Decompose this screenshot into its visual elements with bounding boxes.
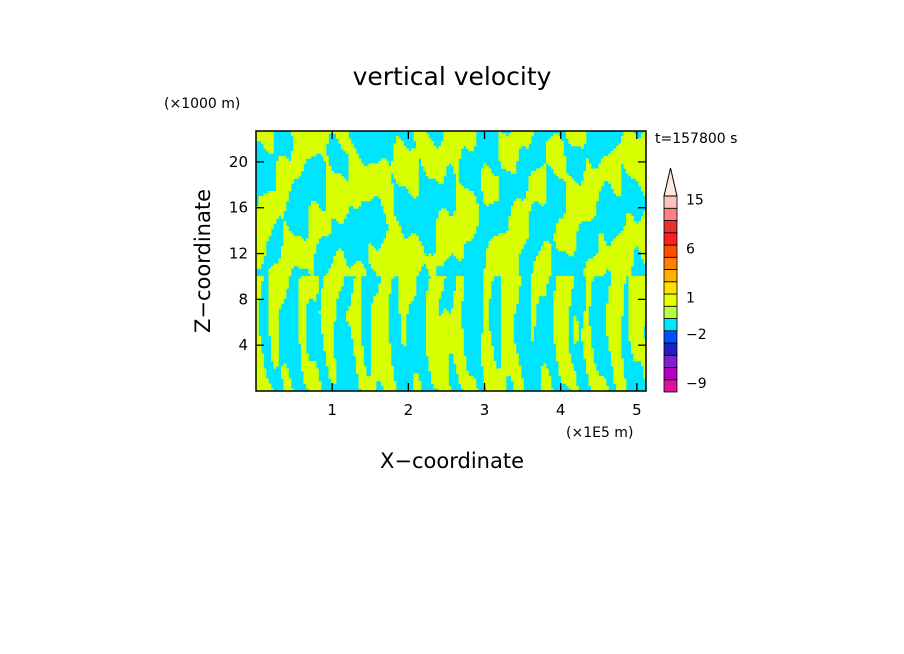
- y-tick-label: 4: [238, 336, 248, 354]
- colorbar-segment: [663, 269, 678, 283]
- x-tick-label: 1: [327, 401, 337, 419]
- colorbar-segment: [663, 244, 678, 258]
- colorbar-segment: [663, 232, 678, 246]
- colorbar-tick-label: 15: [686, 192, 704, 208]
- y-tick-label: 16: [229, 199, 248, 217]
- colorbar: −9 −2 1 6 15: [663, 167, 707, 393]
- colorbar-segment: [663, 281, 678, 295]
- time-label: t=157800 s: [655, 131, 737, 147]
- colorbar-segment: [663, 305, 678, 319]
- x-tick-label: 5: [632, 401, 642, 419]
- colorbar-segment: [663, 379, 678, 393]
- chart-title: vertical velocity: [353, 62, 552, 91]
- plot-frame: [255, 130, 647, 392]
- colorbar-segment: [663, 330, 678, 344]
- colorbar-tick-label: −2: [686, 327, 707, 343]
- colorbar-segment: [663, 318, 678, 332]
- colorbar-tick-label: 1: [686, 290, 695, 306]
- colorbar-tick-label: −9: [686, 376, 707, 392]
- colorbar-segment: [663, 342, 678, 356]
- colorbar-tick-label: 6: [686, 241, 695, 257]
- y-tick-label: 20: [229, 153, 248, 171]
- x-unit-label: (×1E5 m): [566, 425, 633, 441]
- colorbar-segment: [663, 207, 678, 221]
- x-tick-label: 4: [556, 401, 566, 419]
- x-tick-label: 2: [404, 401, 414, 419]
- colorbar-extend-arrow: [663, 167, 678, 197]
- colorbar-segment: [663, 367, 678, 381]
- colorbar-segment: [663, 293, 678, 307]
- y-unit-label: (×1000 m): [164, 96, 240, 112]
- x-ticks: 1 2 3 4 5: [327, 131, 642, 419]
- x-axis-label: X−coordinate: [380, 449, 524, 473]
- y-axis-label: Z−coordinate: [191, 189, 215, 333]
- y-ticks: 4 8 12 16 20: [229, 153, 646, 354]
- velocity-field: [256, 131, 646, 391]
- colorbar-segment: [663, 354, 678, 368]
- colorbar-segment: [663, 195, 678, 209]
- positive-velocity-region: [256, 131, 646, 391]
- x-tick-label: 3: [480, 401, 490, 419]
- y-tick-label: 8: [238, 290, 248, 308]
- colorbar-segment: [663, 256, 678, 270]
- y-tick-label: 12: [229, 245, 248, 263]
- colorbar-segment: [663, 220, 678, 234]
